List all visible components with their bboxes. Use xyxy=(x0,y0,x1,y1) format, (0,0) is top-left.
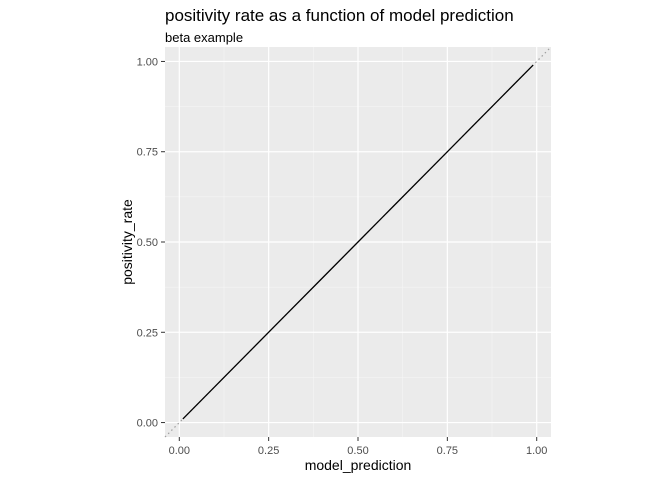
series-group xyxy=(182,64,534,420)
x-tick-label: 0.00 xyxy=(169,445,190,457)
y-tick-label: 0.75 xyxy=(137,147,158,159)
x-tick-label: 1.00 xyxy=(526,445,547,457)
x-tick-label: 0.25 xyxy=(258,445,279,457)
x-tick-label: 0.75 xyxy=(437,445,458,457)
x-axis-label: model_prediction xyxy=(305,457,412,473)
y-tick-label: 0.25 xyxy=(137,327,158,339)
chart-subtitle: beta example xyxy=(165,30,243,45)
y-tick-label: 0.00 xyxy=(137,418,158,430)
chart-title: positivity rate as a function of model p… xyxy=(165,6,514,25)
series-line xyxy=(182,64,534,420)
x-tick-label: 0.50 xyxy=(347,445,368,457)
x-axis: 0.00 0.25 0.50 0.75 1.00 xyxy=(169,437,547,457)
y-axis: 0.00 0.25 0.50 0.75 1.00 xyxy=(137,56,165,430)
y-axis-label: positivity_rate xyxy=(119,199,135,285)
y-tick-label: 0.50 xyxy=(137,237,158,249)
y-tick-label: 1.00 xyxy=(137,56,158,68)
